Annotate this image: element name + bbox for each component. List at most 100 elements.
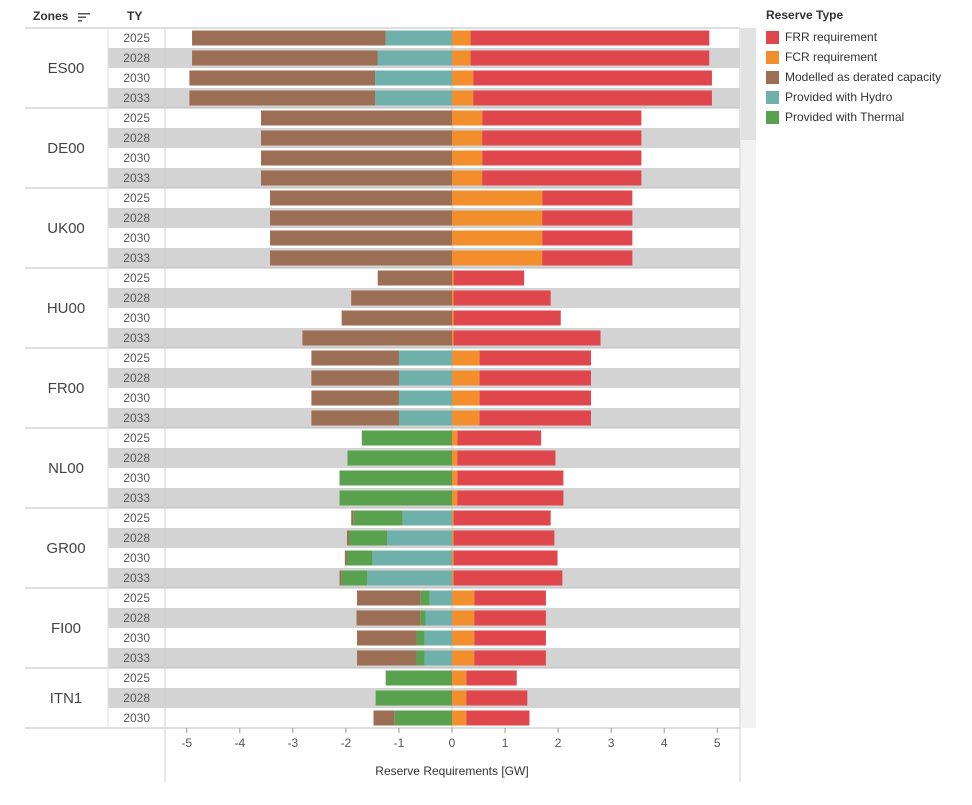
bar-frr-DE00-2030[interactable] [482,150,642,166]
bar-thermal-GR00-2033[interactable] [341,570,368,586]
bar-hydro-FR00-2033[interactable] [398,410,452,426]
bar-hydro-ES00-2025[interactable] [385,30,452,46]
bar-derated-FR00-2028[interactable] [311,370,399,386]
bar-frr-NL00-2025[interactable] [457,430,542,446]
bar-frr-NL00-2030[interactable] [457,470,564,486]
bar-hydro-FI00-2033[interactable] [424,650,452,666]
bar-derated-HU00-2030[interactable] [341,310,452,326]
scrollbar-thumb[interactable] [741,28,756,140]
bar-fcr-DE00-2025[interactable] [452,110,483,126]
bar-derated-FI00-2030[interactable] [357,630,417,646]
bar-thermal-GR00-2028[interactable] [349,530,388,546]
bar-derated-HU00-2028[interactable] [351,290,452,306]
bar-frr-GR00-2025[interactable] [453,510,551,526]
bar-hydro-FI00-2030[interactable] [424,630,452,646]
bar-frr-FR00-2030[interactable] [479,390,591,406]
bar-frr-HU00-2033[interactable] [453,330,601,346]
bar-frr-FR00-2025[interactable] [479,350,591,366]
bar-fcr-FR00-2025[interactable] [452,350,480,366]
bar-derated-HU00-2025[interactable] [377,270,452,286]
bar-derated-GR00-2030[interactable] [344,550,347,566]
bar-derated-FR00-2030[interactable] [311,390,399,406]
bar-fcr-NL00-2033[interactable] [452,490,458,506]
bar-fcr-NL00-2028[interactable] [452,450,458,466]
bar-frr-ITN1-2028[interactable] [466,690,528,706]
bar-frr-FR00-2033[interactable] [479,410,591,426]
bar-fcr-UK00-2030[interactable] [452,230,543,246]
bar-derated-UK00-2033[interactable] [270,250,452,266]
bar-fcr-ES00-2030[interactable] [452,70,474,86]
bar-fcr-FR00-2033[interactable] [452,410,480,426]
bar-hydro-GR00-2025[interactable] [402,510,452,526]
bar-fcr-ITN1-2030[interactable] [452,710,467,726]
bar-hydro-GR00-2028[interactable] [387,530,452,546]
bar-fcr-UK00-2025[interactable] [452,190,543,206]
bar-frr-GR00-2030[interactable] [453,550,558,566]
bar-fcr-FR00-2028[interactable] [452,370,480,386]
bar-fcr-DE00-2033[interactable] [452,170,483,186]
bar-hydro-GR00-2030[interactable] [372,550,452,566]
sort-icon[interactable] [77,12,90,22]
bar-frr-HU00-2025[interactable] [453,270,525,286]
bar-frr-DE00-2033[interactable] [482,170,642,186]
bar-frr-NL00-2033[interactable] [457,490,564,506]
bar-thermal-FI00-2025[interactable] [420,590,430,606]
bar-frr-FI00-2033[interactable] [474,650,546,666]
bar-derated-DE00-2033[interactable] [261,170,452,186]
bar-fcr-NL00-2025[interactable] [452,430,458,446]
bar-thermal-FI00-2030[interactable] [416,630,425,646]
bar-fcr-UK00-2028[interactable] [452,210,543,226]
bar-frr-DE00-2028[interactable] [482,130,642,146]
bar-thermal-ITN1-2030[interactable] [394,710,452,726]
bar-thermal-FI00-2033[interactable] [416,650,425,666]
bar-thermal-NL00-2030[interactable] [339,470,452,486]
bar-fcr-ES00-2028[interactable] [452,50,471,66]
bar-hydro-FR00-2025[interactable] [398,350,452,366]
bar-derated-GR00-2028[interactable] [346,530,350,546]
bar-hydro-ES00-2030[interactable] [375,70,452,86]
bar-derated-ES00-2033[interactable] [189,90,376,106]
bar-fcr-HU00-2033[interactable] [452,330,454,346]
bar-frr-FI00-2028[interactable] [474,610,546,626]
bar-derated-FR00-2033[interactable] [311,410,399,426]
bar-frr-ES00-2028[interactable] [470,50,710,66]
bar-derated-ITN1-2030[interactable] [373,710,395,726]
bar-derated-ES00-2030[interactable] [189,70,376,86]
bar-frr-FI00-2025[interactable] [474,590,546,606]
bar-derated-FI00-2025[interactable] [357,590,421,606]
bar-derated-GR00-2025[interactable] [351,510,354,526]
bar-frr-ES00-2033[interactable] [473,90,712,106]
bar-fcr-HU00-2030[interactable] [452,310,454,326]
bar-thermal-NL00-2028[interactable] [347,450,452,466]
bar-derated-ES00-2025[interactable] [192,30,386,46]
bar-frr-UK00-2025[interactable] [542,190,633,206]
legend-item-thermal[interactable]: Provided with Thermal [766,107,941,127]
bar-fcr-GR00-2033[interactable] [452,570,454,586]
bar-hydro-FI00-2025[interactable] [429,590,452,606]
bar-hydro-ES00-2028[interactable] [377,50,452,66]
bar-fcr-ITN1-2028[interactable] [452,690,467,706]
bar-derated-DE00-2028[interactable] [261,130,452,146]
bar-fcr-GR00-2030[interactable] [452,550,454,566]
bar-fcr-ITN1-2025[interactable] [452,670,467,686]
bar-hydro-FI00-2028[interactable] [425,610,452,626]
bar-derated-FI00-2033[interactable] [357,650,417,666]
bar-frr-UK00-2028[interactable] [542,210,633,226]
bar-frr-HU00-2028[interactable] [453,290,551,306]
bar-frr-GR00-2028[interactable] [453,530,555,546]
bar-fcr-FI00-2028[interactable] [452,610,475,626]
bar-fcr-ES00-2025[interactable] [452,30,471,46]
bar-frr-FR00-2028[interactable] [479,370,591,386]
bar-thermal-GR00-2030[interactable] [346,550,373,566]
bar-fcr-GR00-2025[interactable] [452,510,454,526]
bar-derated-ES00-2028[interactable] [192,50,378,66]
bar-frr-HU00-2030[interactable] [453,310,561,326]
bar-derated-GR00-2033[interactable] [339,570,342,586]
bar-fcr-FI00-2025[interactable] [452,590,475,606]
bar-frr-UK00-2033[interactable] [542,250,633,266]
bar-frr-ES00-2030[interactable] [473,70,712,86]
bar-hydro-FR00-2030[interactable] [398,390,452,406]
bar-fcr-HU00-2025[interactable] [452,270,454,286]
bar-derated-DE00-2030[interactable] [261,150,452,166]
bar-derated-UK00-2028[interactable] [270,210,452,226]
